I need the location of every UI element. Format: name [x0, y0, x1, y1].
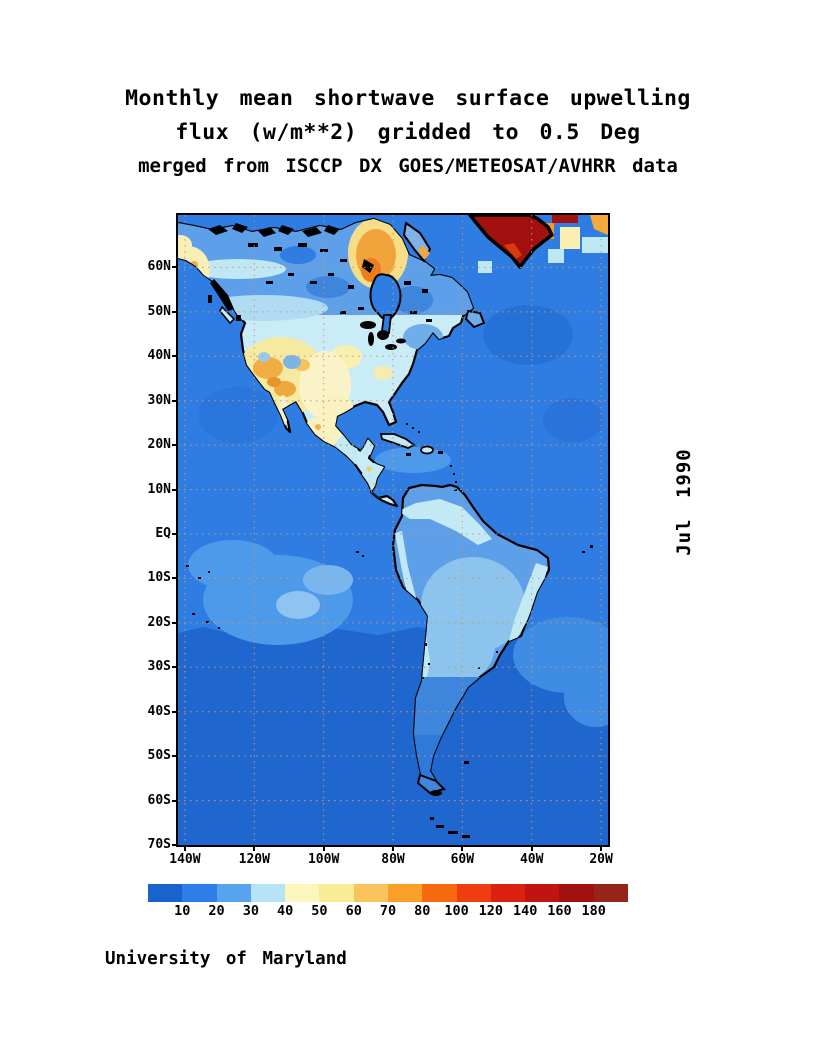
lat-label-50N: 50N	[147, 303, 171, 319]
colorbar-value-30: 30	[242, 903, 259, 919]
lat-label-60S: 60S	[147, 792, 171, 808]
colorbar-segment-5	[319, 884, 354, 902]
colorbar-segment-9	[456, 884, 491, 902]
great-lakes	[360, 321, 406, 350]
colorbar-value-80: 80	[414, 903, 431, 919]
colorbar-value-140: 140	[512, 903, 538, 919]
lat-tick-70S	[172, 844, 178, 846]
lat-tick-20S	[172, 621, 178, 624]
colorbar-value-160: 160	[547, 903, 572, 919]
lon-label-80W: 80W	[381, 852, 405, 867]
title-line-2: flux (w/m**2) gridded to 0.5 Deg	[175, 120, 641, 145]
lon-label-120W: 120W	[238, 852, 270, 867]
arctic-islands	[208, 223, 432, 322]
lat-label-40S: 40S	[147, 703, 171, 719]
other-islands	[208, 295, 486, 838]
lat-tick-10S	[172, 577, 178, 580]
lat-label-30S: 30S	[147, 659, 171, 675]
map-canvas	[178, 215, 608, 845]
colorbar-value-50: 50	[311, 903, 328, 919]
colorbar-value-70: 70	[379, 903, 397, 919]
lat-label-20N: 20N	[147, 437, 171, 453]
colorbar-segment-4	[285, 884, 320, 902]
colorbar-segment-7	[387, 884, 423, 902]
lon-tick-60W	[461, 845, 464, 851]
title-line-3: merged from ISCCP DX GOES/METEOSAT/AVHRR…	[138, 155, 678, 177]
lat-tick-EQ	[172, 532, 178, 535]
lon-tick-140W	[183, 845, 186, 851]
colorbar-value-20: 20	[208, 903, 225, 919]
lat-label-30N: 30N	[147, 392, 171, 408]
lat-label-40N: 40N	[147, 348, 171, 364]
lon-tick-100W	[322, 845, 325, 851]
caribbean-islands	[379, 423, 457, 491]
lat-tick-40S	[172, 710, 178, 713]
lat-label-60N: 60N	[147, 259, 171, 275]
colorbar-value-10: 10	[174, 903, 191, 919]
colorbar-value-180: 180	[581, 903, 606, 919]
lat-label-EQ: EQ	[155, 525, 171, 541]
lat-tick-20N	[172, 444, 178, 447]
lat-tick-60N	[172, 266, 178, 269]
lat-tick-40N	[172, 355, 178, 358]
lat-label-10S: 10S	[147, 570, 171, 586]
colorbar-segment-10	[490, 884, 526, 902]
colorbar-segment-13	[593, 884, 628, 902]
colorbar-segment-3	[250, 884, 286, 902]
lat-tick-30S	[172, 666, 178, 669]
lon-label-100W: 100W	[307, 852, 340, 867]
colorbar-value-100: 100	[444, 903, 469, 919]
lon-label-140W: 140W	[169, 852, 201, 867]
colorbar-value-120: 120	[478, 903, 504, 919]
lat-tick-50S	[172, 755, 178, 758]
lon-label-40W: 40W	[519, 852, 544, 867]
lon-label-20W: 20W	[589, 852, 613, 867]
lat-tick-60S	[172, 799, 178, 802]
lon-label-60W: 60W	[450, 852, 475, 867]
lat-tick-30N	[172, 399, 178, 402]
title-line-1: Monthly mean shortwave surface upwelling	[125, 86, 691, 111]
credit-text: University of Maryland	[105, 949, 347, 969]
colorbar-segment-0	[148, 884, 183, 902]
lon-tick-40W	[530, 845, 533, 851]
colorbar-segment-12	[559, 884, 594, 902]
colorbar-segment-1	[182, 884, 217, 902]
lon-tick-120W	[253, 845, 256, 851]
colorbar-segment-2	[216, 884, 251, 902]
lat-label-70S: 70S	[147, 837, 171, 852]
colorbar-value-60: 60	[345, 903, 362, 919]
lat-tick-50N	[172, 310, 178, 313]
colorbar-segment-11	[525, 884, 560, 902]
colorbar-segment-6	[353, 884, 388, 902]
island-specks	[186, 545, 593, 629]
date-label: Jul 1990	[673, 448, 695, 556]
lon-tick-80W	[392, 845, 394, 851]
colorbar-segment-8	[422, 884, 457, 902]
map	[176, 213, 610, 847]
lat-label-10N: 10N	[147, 481, 171, 497]
lat-label-20S: 20S	[147, 614, 171, 630]
lon-tick-20W	[600, 845, 603, 851]
colorbar-value-40: 40	[277, 903, 294, 919]
lat-tick-10N	[172, 488, 178, 491]
colorbar	[148, 884, 628, 902]
lat-label-50S: 50S	[147, 748, 171, 764]
